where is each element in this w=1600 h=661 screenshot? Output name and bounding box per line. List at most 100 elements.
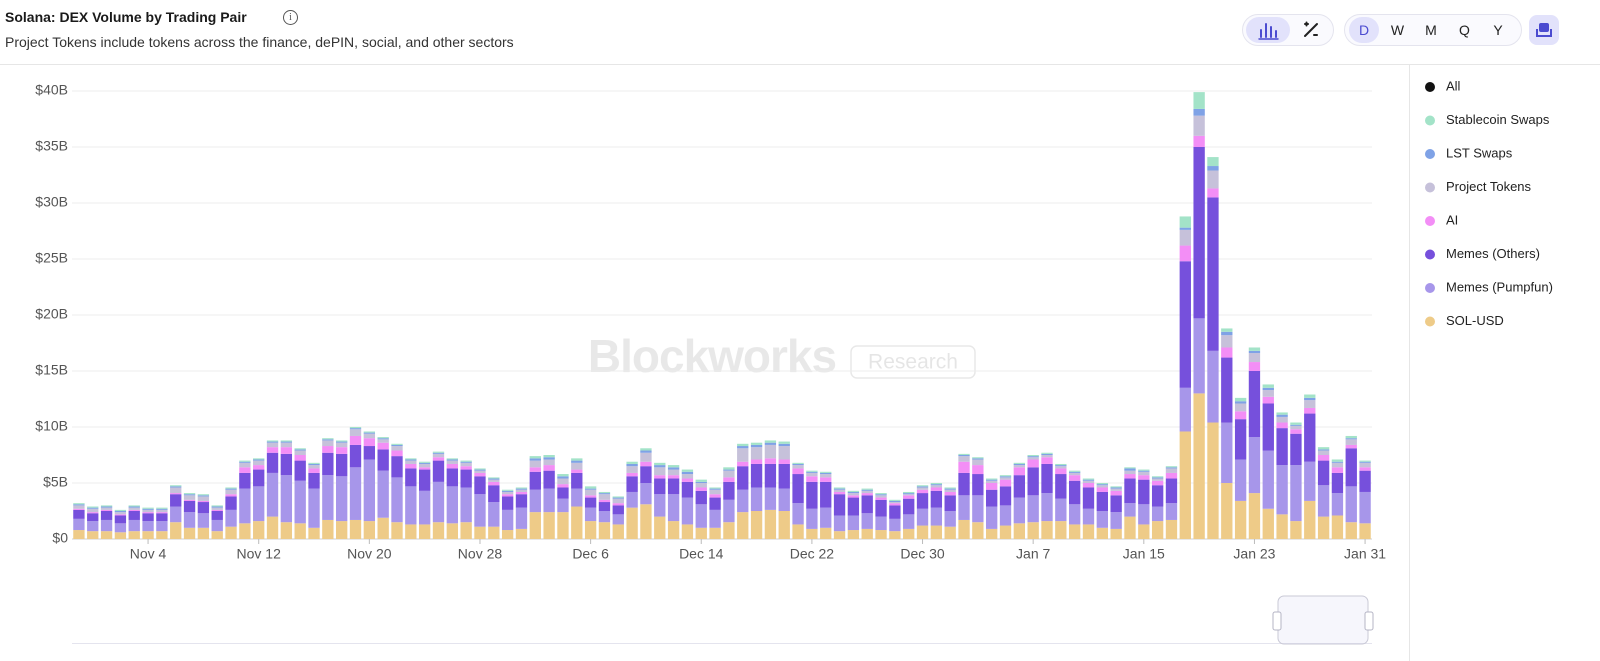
bar-segment [667, 465, 680, 468]
navigator-handle[interactable] [1272, 611, 1282, 631]
bar-segment [322, 439, 334, 441]
navigator-window[interactable] [1277, 595, 1369, 645]
bar-segment [515, 491, 528, 495]
bar-segment [1124, 468, 1136, 471]
bar-segment [681, 469, 694, 472]
bar-segment [1027, 495, 1039, 523]
bar-segment [197, 502, 210, 514]
bar-segment [128, 505, 140, 507]
bar-segment [972, 495, 984, 523]
bar-segment [170, 522, 182, 539]
bar-segment [847, 491, 860, 494]
legend-marker [1425, 249, 1435, 260]
bar-segment [308, 527, 320, 539]
bar-segment [557, 484, 569, 488]
bar-segment [1179, 431, 1191, 539]
bar-segment [1359, 461, 1371, 463]
bar-segment [322, 475, 334, 520]
bar-segment [847, 497, 860, 516]
bar-segment [1138, 504, 1150, 525]
legend-marker [1425, 182, 1435, 193]
view-toggle [1242, 14, 1334, 46]
legend-label: SOL-USD [1446, 313, 1504, 328]
bar-segment [764, 444, 777, 459]
bar-segment [391, 450, 403, 457]
period-button[interactable]: D [1349, 17, 1379, 43]
bar-segment [336, 521, 348, 539]
bar-segment [266, 516, 279, 539]
bar-segment [1262, 390, 1274, 397]
bar-segment [336, 441, 348, 443]
bar-segment [543, 459, 555, 466]
period-button[interactable]: Q [1459, 22, 1470, 38]
bar-segment [1027, 467, 1039, 496]
bar-segment [1165, 519, 1178, 539]
bar-segment [875, 516, 887, 531]
bar-segment [916, 493, 929, 509]
bar-segment [737, 512, 749, 539]
bar-segment [1317, 455, 1330, 461]
bar-segment [266, 440, 279, 442]
bar-segment [571, 472, 583, 489]
bar-segment [1082, 480, 1095, 483]
bar-segment [501, 490, 514, 492]
bar-segment [170, 487, 182, 494]
bar-segment [612, 497, 624, 499]
bar-segment [308, 472, 320, 489]
bar-segment [1248, 353, 1261, 363]
bar-segment [156, 508, 168, 510]
bar-segment [501, 509, 514, 531]
bar-segment [750, 463, 763, 488]
bar-segment [1359, 462, 1371, 468]
bar-segment [1234, 500, 1247, 539]
bar-segment [778, 459, 790, 464]
bar-segment [640, 452, 652, 462]
bar-segment [460, 466, 472, 470]
info-icon[interactable]: i [283, 10, 298, 25]
bar-segment [778, 446, 790, 460]
bar-segment [681, 471, 694, 475]
bar-segment [73, 505, 85, 509]
bar-segment [1041, 452, 1053, 454]
bar-segment [820, 481, 832, 508]
bar-segment [1290, 425, 1302, 430]
bar-segment [349, 519, 362, 539]
bar-segment [557, 512, 569, 539]
bar-segment [1165, 467, 1178, 469]
bar-segment [626, 472, 638, 477]
bar-segment [1359, 491, 1371, 524]
bar-segment [349, 429, 362, 436]
bar-segment [571, 460, 583, 463]
bar-view-button[interactable] [1246, 17, 1290, 43]
bar-segment [1138, 470, 1150, 472]
period-button[interactable]: Y [1493, 22, 1503, 38]
bar-segment [1290, 422, 1302, 425]
bar-segment [1290, 521, 1302, 539]
y-tick-label: $5B [43, 474, 68, 490]
period-button[interactable]: M [1425, 22, 1437, 38]
bar-segment [930, 484, 943, 486]
bar-segment [515, 489, 528, 492]
bar-segment [197, 496, 210, 501]
bar-segment [1013, 462, 1026, 464]
bar-segment [474, 469, 486, 471]
bar-segment [1027, 522, 1039, 539]
navigator-handle[interactable] [1364, 611, 1374, 631]
download-button[interactable] [1529, 15, 1559, 45]
bar-segment [253, 459, 265, 461]
bar-segment [1345, 435, 1357, 439]
bar-segment [308, 463, 320, 466]
bar-segment [861, 528, 873, 539]
bar-segment [1234, 459, 1247, 501]
bar-segment [999, 477, 1012, 480]
bar-segment [488, 479, 500, 482]
period-button[interactable]: W [1390, 22, 1405, 38]
bar-segment [128, 507, 140, 510]
bar-segment [1082, 524, 1095, 539]
bar-segment [1096, 511, 1108, 528]
percent-view-button[interactable] [1293, 17, 1329, 43]
bar-segment [363, 431, 376, 433]
bar-segment [211, 505, 223, 507]
bar-segment [1331, 472, 1344, 494]
bar-segment [806, 472, 818, 477]
